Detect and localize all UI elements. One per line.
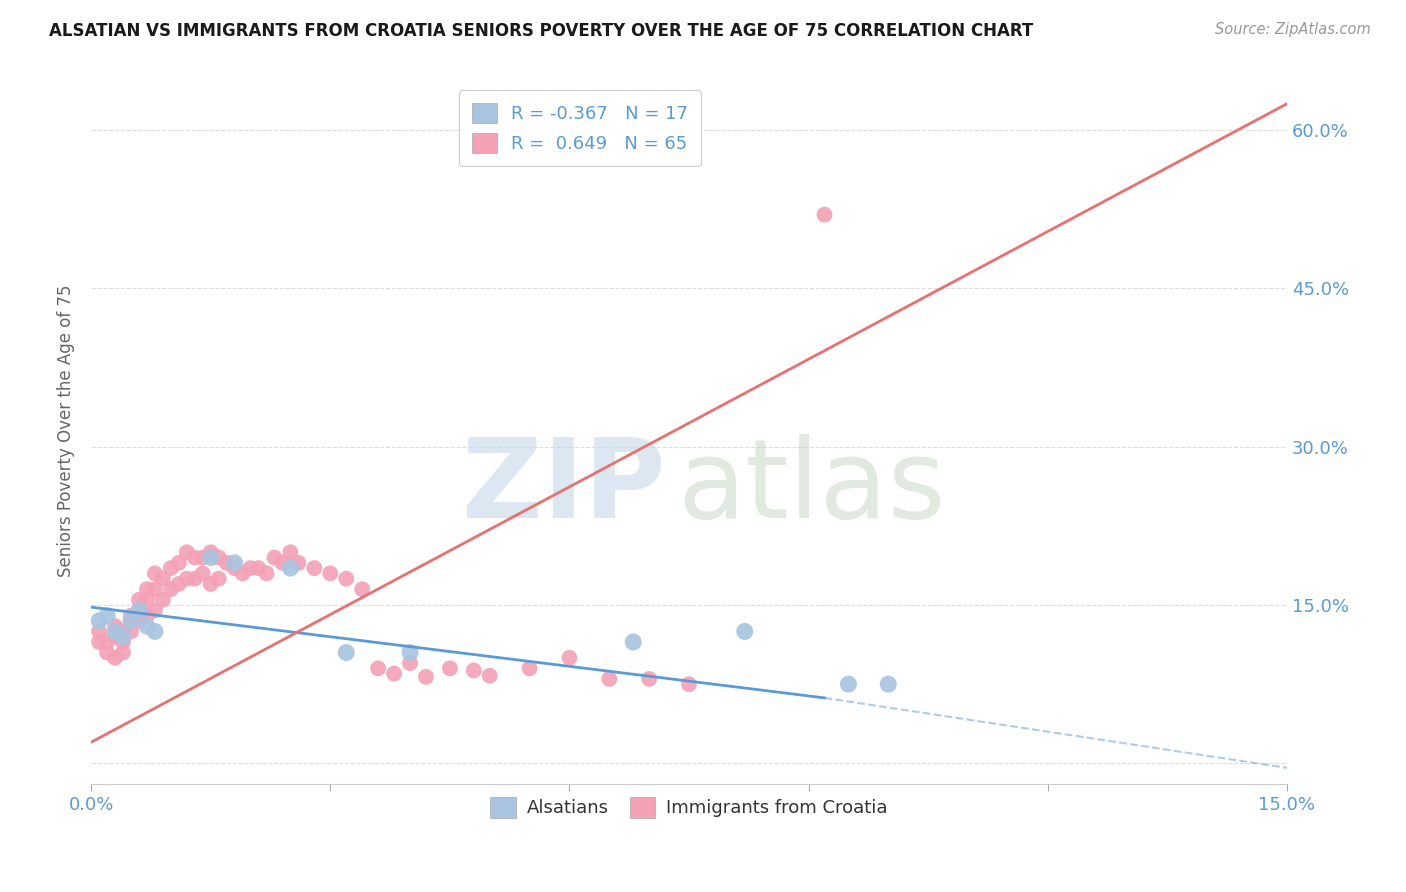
- Point: [224, 556, 246, 570]
- Point: [335, 646, 357, 660]
- Point: [136, 592, 159, 607]
- Point: [352, 582, 374, 597]
- Point: [143, 566, 166, 581]
- Point: [734, 624, 756, 639]
- Point: [143, 582, 166, 597]
- Point: [287, 556, 309, 570]
- Point: [399, 646, 422, 660]
- Text: ALSATIAN VS IMMIGRANTS FROM CROATIA SENIORS POVERTY OVER THE AGE OF 75 CORRELATI: ALSATIAN VS IMMIGRANTS FROM CROATIA SENI…: [49, 22, 1033, 40]
- Text: atlas: atlas: [678, 434, 946, 541]
- Point: [89, 624, 111, 639]
- Point: [191, 550, 214, 565]
- Point: [239, 561, 262, 575]
- Point: [399, 656, 422, 670]
- Point: [112, 635, 135, 649]
- Point: [837, 677, 859, 691]
- Point: [200, 577, 222, 591]
- Point: [224, 561, 246, 575]
- Point: [232, 566, 254, 581]
- Point: [208, 572, 231, 586]
- Point: [96, 608, 118, 623]
- Point: [89, 635, 111, 649]
- Point: [200, 550, 222, 565]
- Point: [120, 608, 142, 623]
- Point: [519, 661, 541, 675]
- Point: [558, 650, 581, 665]
- Point: [104, 650, 127, 665]
- Point: [271, 556, 294, 570]
- Point: [247, 561, 270, 575]
- Point: [160, 582, 183, 597]
- Point: [280, 545, 302, 559]
- Point: [215, 556, 238, 570]
- Point: [120, 614, 142, 628]
- Point: [200, 545, 222, 559]
- Point: [184, 550, 207, 565]
- Point: [160, 561, 183, 575]
- Point: [638, 672, 661, 686]
- Y-axis label: Seniors Poverty Over the Age of 75: Seniors Poverty Over the Age of 75: [58, 285, 75, 577]
- Point: [96, 646, 118, 660]
- Point: [120, 614, 142, 628]
- Point: [877, 677, 900, 691]
- Point: [136, 582, 159, 597]
- Point: [167, 577, 190, 591]
- Point: [415, 670, 437, 684]
- Point: [112, 624, 135, 639]
- Point: [280, 561, 302, 575]
- Point: [96, 635, 118, 649]
- Point: [167, 556, 190, 570]
- Point: [191, 566, 214, 581]
- Point: [478, 669, 501, 683]
- Point: [176, 572, 198, 586]
- Point: [143, 624, 166, 639]
- Point: [678, 677, 700, 691]
- Point: [143, 603, 166, 617]
- Point: [813, 208, 835, 222]
- Point: [367, 661, 389, 675]
- Point: [104, 619, 127, 633]
- Point: [128, 603, 150, 617]
- Point: [184, 572, 207, 586]
- Point: [335, 572, 357, 586]
- Point: [152, 592, 174, 607]
- Text: ZIP: ZIP: [461, 434, 665, 541]
- Point: [89, 614, 111, 628]
- Point: [382, 666, 405, 681]
- Point: [112, 630, 135, 644]
- Point: [304, 561, 326, 575]
- Point: [136, 608, 159, 623]
- Point: [112, 646, 135, 660]
- Point: [136, 619, 159, 633]
- Point: [152, 572, 174, 586]
- Point: [256, 566, 278, 581]
- Point: [598, 672, 620, 686]
- Point: [128, 614, 150, 628]
- Text: Source: ZipAtlas.com: Source: ZipAtlas.com: [1215, 22, 1371, 37]
- Point: [439, 661, 461, 675]
- Legend: Alsatians, Immigrants from Croatia: Alsatians, Immigrants from Croatia: [484, 789, 894, 825]
- Point: [208, 550, 231, 565]
- Point: [128, 603, 150, 617]
- Point: [263, 550, 285, 565]
- Point: [128, 592, 150, 607]
- Point: [104, 624, 127, 639]
- Point: [319, 566, 342, 581]
- Point: [120, 624, 142, 639]
- Point: [463, 664, 485, 678]
- Point: [176, 545, 198, 559]
- Point: [621, 635, 644, 649]
- Point: [104, 630, 127, 644]
